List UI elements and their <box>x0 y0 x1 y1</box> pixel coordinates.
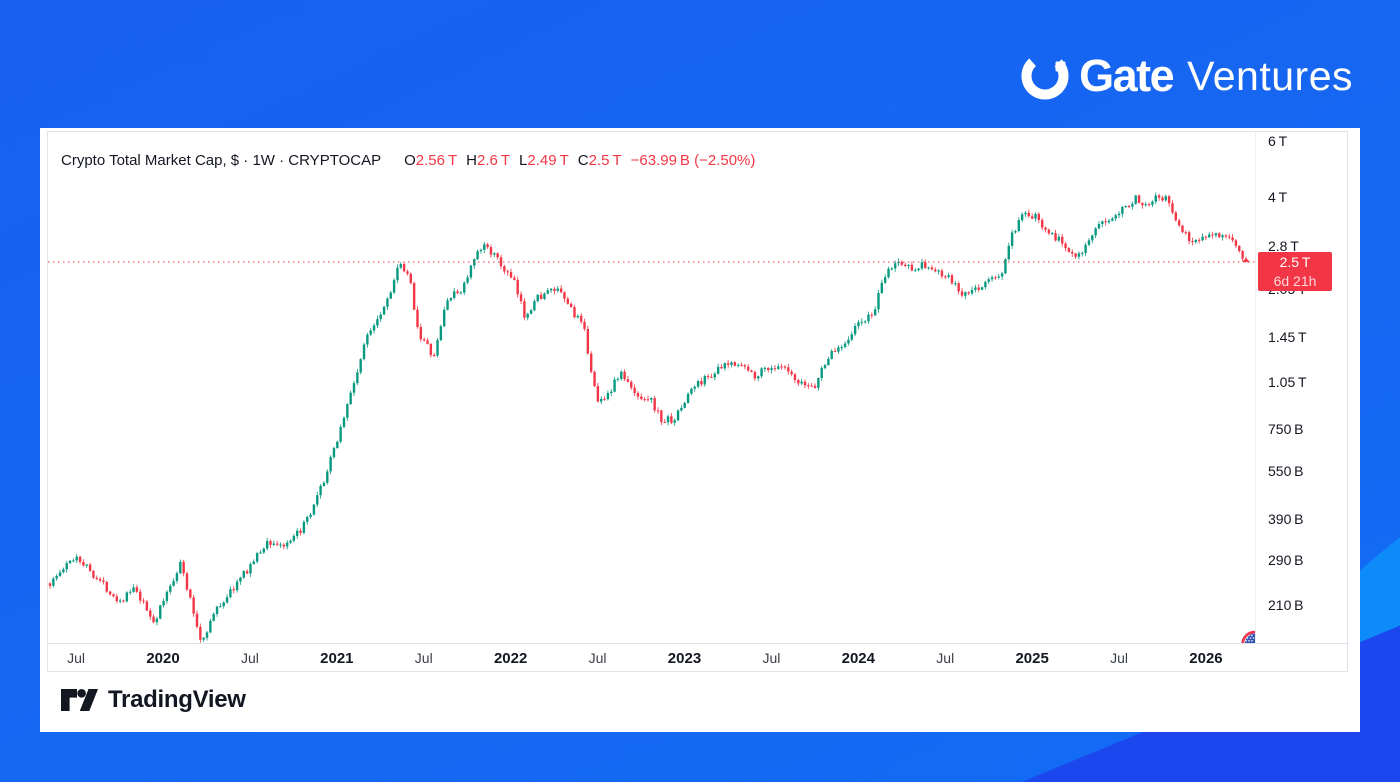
price-tick-label: 6 T <box>1268 132 1288 149</box>
price-tick-label: 2.8 T <box>1268 238 1299 255</box>
tradingview-widget: Crypto Total Market Cap, $ · 1W · CRYPTO… <box>47 131 1349 672</box>
price-tick-label: 290 B <box>1268 551 1304 568</box>
time-tick-label: Jul <box>240 650 259 666</box>
price-tick-label: 4 T <box>1268 189 1288 205</box>
time-tick-label: 2024 <box>841 650 875 667</box>
time-tick-label: Jul <box>67 650 86 666</box>
chart-card: Crypto Total Market Cap, $ · 1W · CRYPTO… <box>40 128 1360 732</box>
price-tick-label: 210 B <box>1268 596 1304 613</box>
chart-pane[interactable]: Crypto Total Market Cap, $ · 1W · CRYPTO… <box>48 132 1256 643</box>
time-tick-label: Jul <box>1110 650 1129 666</box>
candlestick-chart[interactable] <box>48 132 1256 643</box>
time-tick-label: Jul <box>588 650 607 666</box>
us-economic-events-icon[interactable] <box>1239 628 1256 643</box>
brand-name-bold: Gate <box>1079 50 1175 101</box>
time-tick-label: 2021 <box>320 650 354 667</box>
time-axis[interactable]: Jul 2020 Jul 2021 Jul 2022 Jul 2023 Jul 2024 Jul 20… <box>48 643 1349 672</box>
price-tick-label: 750 B <box>1268 420 1304 437</box>
price-tick-label: 550 B <box>1268 463 1304 480</box>
time-tick-label: 2022 <box>493 650 528 667</box>
last-price-label: 2.5 T 6d 21h <box>1258 252 1332 291</box>
gate-ventures-logo: Gate Ventures <box>1021 50 1353 102</box>
time-tick-label: 2026 <box>1189 650 1223 667</box>
price-tick-label: 390 B <box>1268 511 1304 527</box>
bar-countdown: 6d 21h <box>1273 273 1317 289</box>
time-tick-label: Jul <box>762 650 781 666</box>
time-tick-label: Jul <box>936 650 955 666</box>
brand-name-light: Ventures <box>1187 52 1353 99</box>
time-tick-label: 2023 <box>667 650 702 667</box>
last-price-value: 2.5 T <box>1279 254 1311 270</box>
time-tick-label: Jul <box>414 650 433 666</box>
price-tick-label: 1.05 T <box>1268 374 1307 390</box>
gate-logo-icon <box>1021 52 1069 100</box>
price-tick-label: 1.45 T <box>1268 329 1307 346</box>
tradingview-attribution[interactable]: TradingView <box>61 681 246 719</box>
tradingview-logo-icon <box>61 688 98 711</box>
time-tick-label: 2025 <box>1015 650 1049 667</box>
time-tick-label: 2020 <box>146 650 180 667</box>
tradingview-wordmark: TradingView <box>108 686 246 713</box>
